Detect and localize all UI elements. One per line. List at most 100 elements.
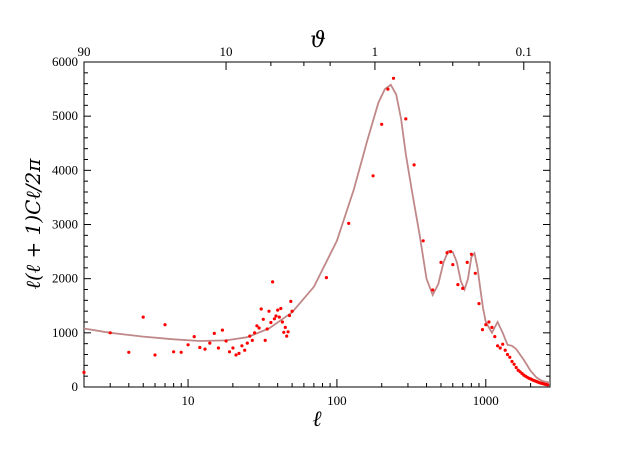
data-point — [490, 325, 494, 329]
data-point — [179, 350, 183, 354]
data-point — [265, 327, 269, 331]
points-layer — [82, 76, 550, 387]
data-point — [473, 271, 477, 275]
data-point — [127, 350, 131, 354]
data-point — [172, 350, 176, 354]
data-point — [501, 342, 505, 346]
x-tick-label: 100 — [327, 393, 347, 408]
data-point — [324, 276, 328, 280]
data-point — [456, 283, 460, 287]
y-tick-label: 3000 — [52, 217, 78, 232]
data-point — [347, 221, 351, 225]
y-tick-label: 1000 — [52, 325, 78, 340]
data-point — [186, 343, 190, 347]
data-point — [231, 346, 235, 350]
data-point — [285, 334, 289, 338]
data-point — [286, 330, 290, 334]
data-point — [510, 359, 514, 364]
y-tick-label: 4000 — [52, 162, 78, 177]
top-axis-title: ϑ — [310, 28, 326, 53]
ticks-layer: 0 1000 2000 3000 4000 5000 6000 10 100 1000 90 10 1 0… — [52, 44, 550, 408]
data-point — [108, 331, 112, 335]
data-point — [371, 174, 375, 178]
data-point — [259, 307, 263, 311]
data-point — [498, 346, 502, 350]
data-point — [163, 323, 167, 327]
data-point — [263, 338, 267, 342]
data-point — [224, 339, 228, 343]
data-point — [451, 263, 455, 267]
data-point — [261, 317, 265, 321]
y-tick-label: 6000 — [52, 54, 78, 69]
data-point — [279, 306, 283, 311]
data-point — [282, 330, 286, 334]
data-point — [220, 328, 224, 332]
y-axis-title: ℓ(ℓ + 1)Cℓ/2π — [21, 158, 45, 290]
data-point — [82, 370, 86, 374]
data-point — [546, 383, 550, 387]
x-tick-label: 1000 — [473, 393, 499, 408]
data-point — [272, 317, 276, 321]
data-point — [480, 328, 485, 332]
data-point — [514, 365, 518, 370]
data-point — [141, 315, 145, 319]
data-point — [380, 122, 384, 126]
data-point — [208, 341, 212, 345]
data-point — [404, 117, 408, 121]
data-point — [412, 163, 416, 167]
data-point — [439, 260, 443, 264]
data-point — [257, 326, 261, 330]
data-point — [290, 309, 294, 313]
data-point — [512, 362, 516, 366]
data-point — [269, 320, 273, 325]
top-tick-label: 10 — [220, 44, 233, 59]
data-point — [245, 341, 249, 345]
data-point — [289, 299, 293, 303]
data-point — [469, 252, 473, 256]
data-point — [277, 315, 281, 319]
top-tick-label: 0.1 — [516, 44, 532, 59]
top-tick-label: 1 — [372, 44, 379, 59]
data-point — [253, 331, 257, 335]
x-tick-label: 10 — [182, 393, 195, 408]
x-axis-title: ℓ — [312, 407, 322, 432]
theory-curve — [83, 83, 551, 384]
data-point — [465, 260, 469, 264]
data-point — [287, 313, 292, 318]
data-point — [391, 76, 396, 80]
data-point — [493, 335, 497, 339]
data-point — [192, 335, 196, 339]
y-tick-label: 0 — [72, 379, 79, 394]
data-point — [234, 353, 238, 357]
y-tick-label: 5000 — [52, 108, 78, 123]
data-point — [153, 353, 157, 357]
data-point — [496, 344, 500, 348]
data-point — [283, 325, 287, 329]
data-point — [267, 309, 271, 313]
top-tick-label: 90 — [78, 44, 91, 59]
data-point — [487, 320, 491, 324]
data-point — [237, 351, 241, 355]
data-point — [449, 250, 453, 254]
data-point — [203, 347, 207, 351]
data-point — [505, 352, 510, 357]
data-point — [461, 286, 465, 290]
data-point — [477, 302, 481, 306]
data-point — [212, 331, 216, 335]
data-point — [274, 314, 278, 318]
curve-layer — [83, 83, 551, 384]
data-point — [280, 320, 284, 324]
data-point — [276, 308, 280, 312]
data-point — [503, 348, 507, 352]
y-tick-label: 2000 — [52, 271, 78, 286]
data-point — [243, 348, 247, 352]
data-point — [508, 355, 512, 359]
data-point — [216, 346, 220, 350]
data-point — [240, 344, 244, 348]
data-point — [431, 288, 435, 292]
data-point — [271, 280, 275, 284]
data-point — [445, 251, 449, 255]
data-point — [484, 323, 488, 327]
data-point — [198, 345, 202, 350]
